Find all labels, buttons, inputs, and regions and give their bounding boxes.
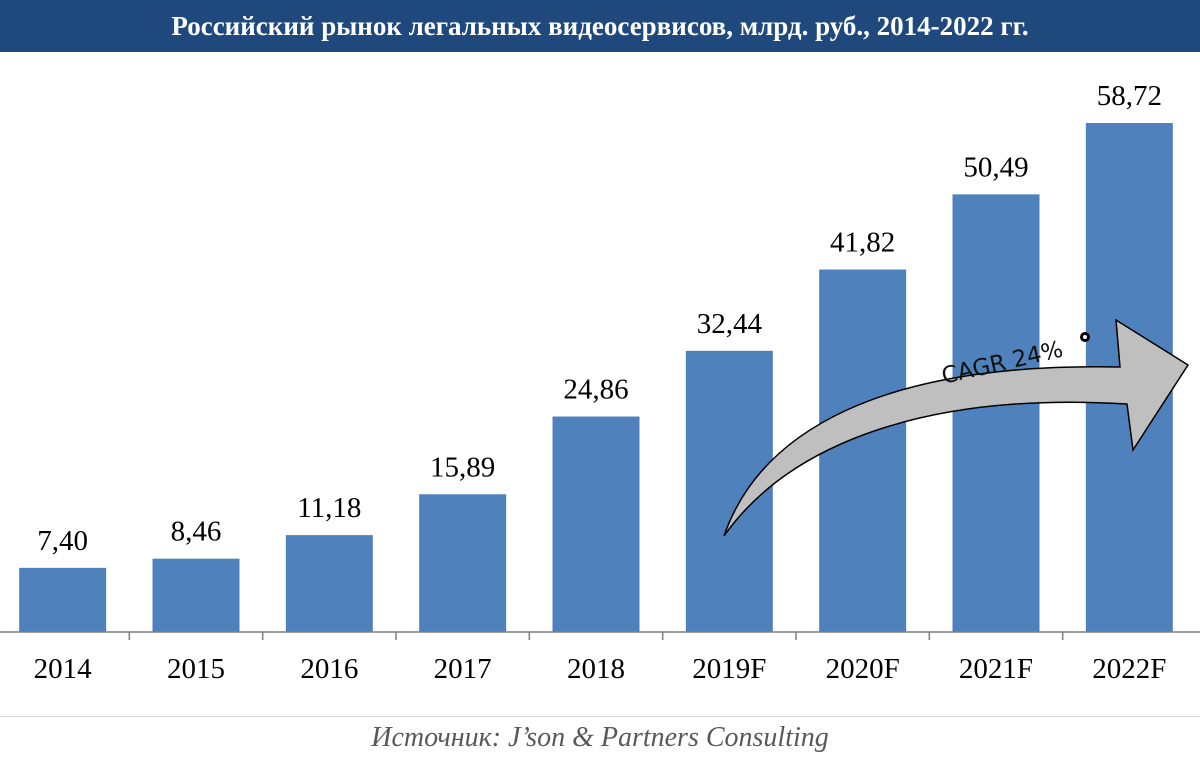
cagr-marker-dot-inner: [1083, 335, 1087, 339]
category-label-2015: 2015: [167, 653, 225, 685]
cagr-arrow-shape: [723, 318, 1190, 537]
category-label-2017: 2017: [434, 653, 492, 685]
value-label-2021F: 50,49: [963, 151, 1028, 183]
source-divider: [0, 716, 1200, 717]
category-label-2018: 2018: [567, 653, 625, 685]
category-label-2020F: 2020F: [826, 653, 900, 685]
value-label-2020F: 41,82: [830, 227, 895, 259]
value-label-2018: 24,86: [563, 374, 628, 406]
bar-2015: [152, 558, 240, 632]
category-label-2019F: 2019F: [692, 653, 766, 685]
bar-2020F: [819, 269, 907, 632]
category-label-2016: 2016: [300, 653, 358, 685]
bar-2017: [419, 494, 507, 632]
value-label-2014: 7,40: [37, 525, 88, 557]
category-labels-group: 2014 2015 2016 2017 2018 2019F 2020F 2021F 2022F: [34, 653, 1167, 685]
value-label-2015: 8,46: [171, 516, 222, 548]
value-label-2022F: 58,72: [1097, 80, 1162, 112]
bar-2014: [19, 567, 107, 632]
category-label-2014: 2014: [34, 653, 93, 685]
value-label-2016: 11,18: [297, 492, 361, 524]
source-note: Источник: J’son & Partners Consulting: [371, 722, 829, 753]
bar-chart: 7,40 8,46 11,18 15,89 24,86 32,44 41,82 50,49 58…: [0, 80, 1200, 685]
category-label-2022F: 2022F: [1092, 653, 1166, 685]
bar-2021F: [952, 194, 1040, 632]
value-label-2017: 15,89: [430, 451, 495, 483]
value-label-2019F: 32,44: [697, 308, 763, 340]
x-axis-ticks: [128, 632, 1064, 640]
chart-title: Российский рынок легальных видеосервисов…: [0, 0, 1200, 52]
bar-2016: [285, 535, 373, 632]
bar-2018: [552, 416, 640, 632]
category-label-2021F: 2021F: [959, 653, 1033, 685]
value-labels-group: 7,40 8,46 11,18 15,89 24,86 32,44 41,82 50,49 58…: [37, 80, 1162, 557]
